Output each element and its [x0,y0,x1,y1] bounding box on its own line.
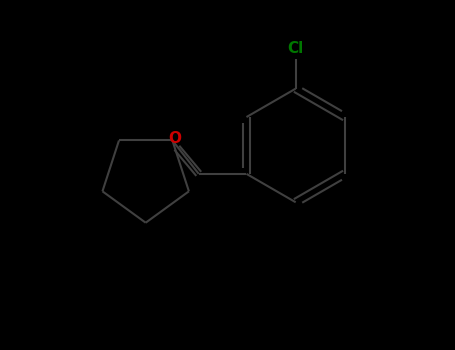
Text: Cl: Cl [288,41,304,56]
Text: O: O [168,131,181,146]
